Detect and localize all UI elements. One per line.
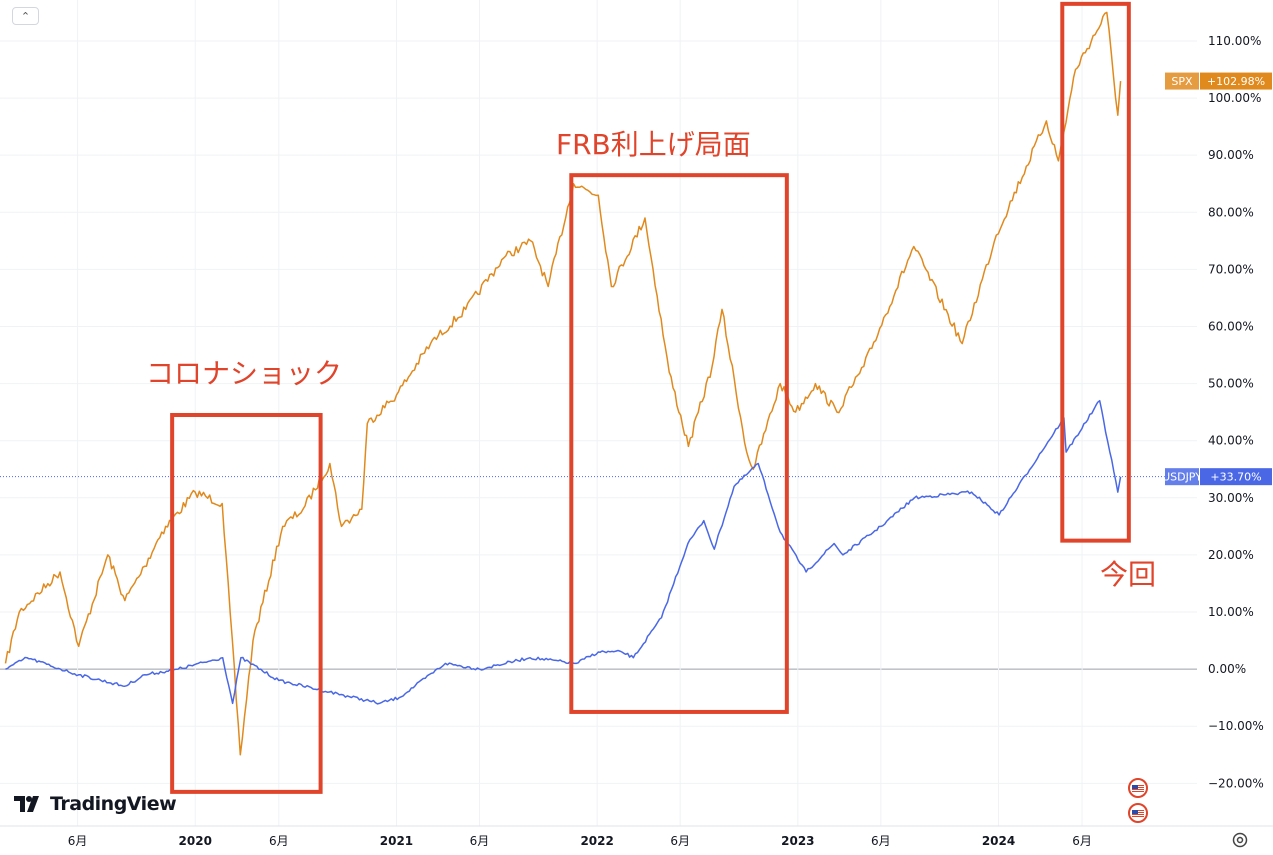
annotation-now: 今回 — [1100, 558, 1157, 591]
x-tick-label: 6月 — [68, 834, 88, 848]
badge-spx-value-bg — [1200, 72, 1272, 90]
y-tick-label: 0.00% — [1208, 662, 1246, 676]
y-tick-label: 30.00% — [1208, 491, 1254, 505]
logo-text: TradingView — [50, 793, 177, 815]
x-tick-label: 6月 — [1072, 834, 1092, 848]
y-tick-label: 70.00% — [1208, 262, 1254, 276]
badge-spx-name-bg — [1165, 72, 1199, 90]
y-tick-label: 10.00% — [1208, 605, 1254, 619]
x-tick-label: 6月 — [871, 834, 891, 848]
annotation-fed-hike: FRB利上げ局面 — [556, 128, 751, 161]
annotation-covid: コロナショック — [146, 357, 343, 390]
y-tick-label: −10.00% — [1208, 719, 1264, 733]
y-tick-label: 100.00% — [1208, 91, 1261, 105]
x-tick-label: 2020 — [179, 834, 212, 848]
badge-usdjpy-name-bg — [1165, 468, 1199, 486]
series-line-spx — [4, 11, 1122, 756]
y-tick-label: 110.00% — [1208, 34, 1261, 48]
x-tick-label: 2023 — [781, 834, 814, 848]
badge-usdjpy-value-bg — [1200, 468, 1272, 486]
highlight-box-fed — [569, 173, 789, 714]
y-tick-label: 50.00% — [1208, 377, 1254, 391]
y-tick-label: 60.00% — [1208, 319, 1254, 333]
badge-spx-name: SPX — [1171, 75, 1193, 88]
tradingview-logo: TradingView — [14, 793, 177, 815]
badge-usdjpy-value: +33.70% — [1210, 471, 1261, 484]
x-tick-label: 6月 — [269, 834, 289, 848]
x-tick-label: 6月 — [670, 834, 690, 848]
collapse-chevron-up-icon[interactable]: ⌃ — [12, 7, 39, 25]
x-tick-label: 2022 — [580, 834, 613, 848]
settings-gear-icon[interactable] — [1231, 831, 1249, 849]
x-tick-label: 2024 — [982, 834, 1015, 848]
highlight-box-covid — [170, 413, 323, 794]
badge-usdjpy-name: USDJPY — [1162, 471, 1202, 484]
highlight-box-now — [1060, 1, 1131, 543]
y-tick-label: 90.00% — [1208, 148, 1254, 162]
y-tick-label: 40.00% — [1208, 434, 1254, 448]
y-tick-label: 80.00% — [1208, 205, 1254, 219]
badge-spx-value: +102.98% — [1207, 75, 1265, 88]
tradingview-logo-icon — [14, 796, 39, 812]
x-tick-label: 2021 — [380, 834, 413, 848]
y-tick-label: −20.00% — [1208, 776, 1264, 790]
x-tick-label: 6月 — [470, 834, 490, 848]
series-line-usdjpy — [5, 399, 1122, 705]
us-flag-icon[interactable] — [1128, 803, 1148, 823]
y-tick-label: 20.00% — [1208, 548, 1254, 562]
us-flag-icon[interactable] — [1128, 778, 1148, 798]
